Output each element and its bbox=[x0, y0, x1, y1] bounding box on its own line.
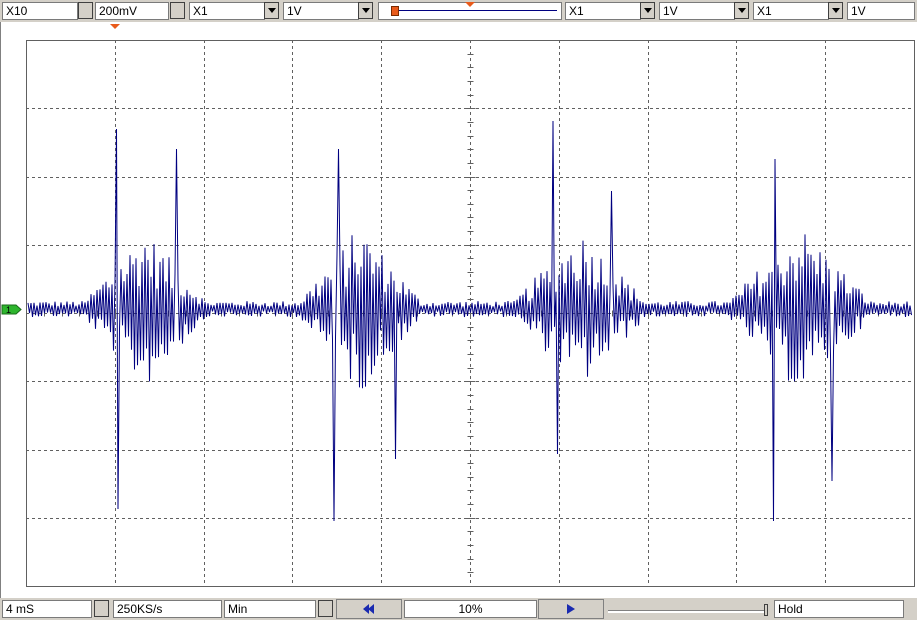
probe-field[interactable]: X10 bbox=[2, 2, 78, 20]
trigger-caret-icon bbox=[465, 2, 475, 7]
ch-b-volts-dropdown-icon[interactable] bbox=[734, 2, 749, 19]
ch-b-volts-select[interactable]: 1V bbox=[659, 2, 735, 20]
state-field: Hold bbox=[774, 600, 904, 618]
probe-toggle[interactable] bbox=[78, 2, 93, 19]
channel-marker-icon[interactable] bbox=[1, 304, 22, 315]
slider-knob[interactable] bbox=[391, 6, 399, 16]
channel-1-marker[interactable]: 1 bbox=[1, 304, 22, 315]
timebase-toggle[interactable] bbox=[94, 600, 109, 617]
ch-a-mult-dropdown-icon[interactable] bbox=[264, 2, 279, 19]
zoom-slider-track bbox=[608, 610, 764, 613]
double-left-arrow-icon-2 bbox=[368, 604, 374, 614]
double-left-arrow-icon bbox=[363, 604, 369, 614]
sample-rate-field: 250KS/s bbox=[113, 600, 222, 618]
acquire-mode-toggle[interactable] bbox=[318, 600, 333, 617]
waveform-plot[interactable]: 1 bbox=[0, 22, 917, 598]
top-toolbar: X10 200mV X1 1V X1 1V X1 1V bbox=[0, 0, 917, 22]
ch-c-mult-dropdown-icon[interactable] bbox=[828, 2, 843, 19]
volts-div-toggle[interactable] bbox=[170, 2, 185, 19]
ch-b-mult-select[interactable]: X1 bbox=[565, 2, 641, 20]
ch-a-volts-select[interactable]: 1V bbox=[283, 2, 359, 20]
ch-a-mult-select[interactable]: X1 bbox=[189, 2, 265, 20]
prev-button[interactable] bbox=[336, 599, 402, 619]
volts-div-field[interactable]: 200mV bbox=[95, 2, 169, 20]
ch-a-volts-dropdown-icon[interactable] bbox=[358, 2, 373, 19]
ch-c-volts-select[interactable]: 1V bbox=[847, 2, 915, 20]
ch-b-mult-dropdown-icon[interactable] bbox=[640, 2, 655, 19]
position-percent-field: 10% bbox=[404, 600, 537, 618]
bottom-toolbar: 4 mS 250KS/s Min 10% Hold bbox=[0, 598, 917, 620]
trigger-time-marker-icon[interactable] bbox=[110, 24, 120, 29]
slider-track bbox=[393, 10, 557, 11]
right-arrow-icon bbox=[567, 604, 575, 614]
ch-c-mult-select[interactable]: X1 bbox=[753, 2, 829, 20]
channel-marker-label: 1 bbox=[6, 305, 11, 315]
channel-1-trace bbox=[27, 120, 912, 522]
timebase-field[interactable]: 4 mS bbox=[2, 600, 92, 618]
acquire-mode-field[interactable]: Min bbox=[224, 600, 316, 618]
next-button[interactable] bbox=[538, 599, 604, 619]
zoom-slider-thumb[interactable] bbox=[764, 604, 768, 616]
zoom-slider[interactable] bbox=[604, 600, 772, 618]
